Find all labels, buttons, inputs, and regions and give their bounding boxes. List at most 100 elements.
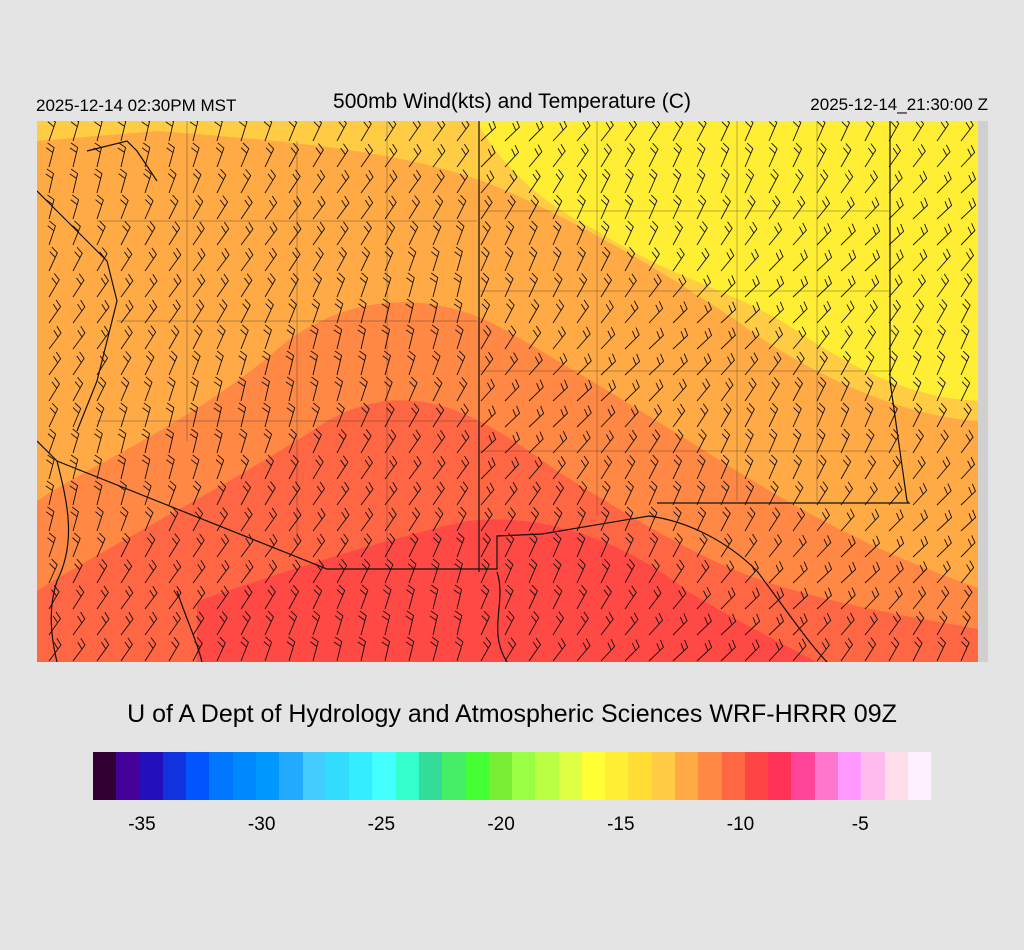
- wind-barb: [504, 325, 517, 350]
- wind-barb: [216, 221, 230, 246]
- wind-barb: [864, 482, 878, 506]
- wind-barb: [216, 533, 230, 558]
- wind-barb: [864, 402, 874, 428]
- wind-barb: [648, 220, 659, 246]
- wind-barb: [792, 301, 808, 324]
- wind-barb: [264, 585, 276, 610]
- wind-barb: [119, 506, 129, 532]
- wind-barb: [405, 324, 415, 350]
- wind-barb: [672, 274, 687, 298]
- wind-barb: [45, 506, 55, 532]
- wind-barb: [600, 430, 614, 454]
- wind-barb: [47, 220, 56, 246]
- wind-barb: [720, 248, 735, 272]
- wind-barb: [381, 610, 391, 636]
- colorbar-swatch: [325, 752, 350, 800]
- wind-barb: [744, 507, 756, 532]
- colorbar-swatch: [651, 752, 676, 800]
- wind-barb: [960, 324, 970, 350]
- wind-barb: [72, 637, 86, 662]
- wind-barb: [141, 121, 151, 142]
- colorbar-swatch: [255, 752, 280, 800]
- wind-barb: [744, 121, 754, 142]
- wind-barb: [96, 559, 108, 584]
- wind-barb: [216, 195, 229, 220]
- wind-barb: [744, 142, 754, 168]
- colorbar-swatch: [581, 752, 606, 800]
- wind-barb: [192, 585, 206, 610]
- wind-barb: [936, 585, 950, 610]
- wind-barb: [357, 324, 367, 350]
- state-borders: [37, 121, 911, 662]
- colorbar-swatch: [162, 752, 187, 800]
- wind-barb: [792, 587, 809, 610]
- wind-barb: [672, 559, 685, 584]
- wind-barb: [648, 121, 661, 142]
- wind-barb: [96, 611, 110, 636]
- wind-barb: [624, 506, 634, 532]
- wind-barb: [864, 612, 878, 636]
- wind-barb: [504, 272, 514, 298]
- wind-barb: [864, 121, 875, 142]
- colorbar-swatch: [535, 752, 559, 800]
- wind-barb: [480, 584, 490, 610]
- temperature-wind-map: [37, 121, 988, 662]
- wind-barb: [312, 247, 324, 272]
- wind-barb: [768, 301, 784, 324]
- wind-barb: [552, 220, 562, 246]
- wind-barb: [167, 376, 176, 402]
- wind-barb: [816, 300, 832, 324]
- wind-barb: [888, 223, 905, 246]
- wind-barb: [480, 298, 491, 324]
- wind-barb: [480, 637, 492, 662]
- wind-barb: [912, 535, 929, 558]
- wind-barb: [144, 325, 157, 350]
- wind-barb: [768, 275, 785, 298]
- wind-barb: [624, 143, 636, 168]
- wind-barb: [408, 376, 418, 402]
- wind-barb: [744, 480, 755, 506]
- local-time: 2025-12-14 02:30PM MST: [36, 96, 237, 115]
- wind-barb: [912, 611, 925, 636]
- wind-barb: [888, 535, 905, 558]
- wind-barb: [286, 402, 296, 428]
- wind-barb: [888, 455, 901, 480]
- wind-barb: [288, 272, 299, 298]
- wind-barb: [768, 587, 785, 610]
- wind-barb: [480, 145, 496, 168]
- wind-barb: [744, 454, 754, 480]
- wind-barb: [168, 559, 182, 584]
- wind-barb: [336, 584, 346, 610]
- wind-barb: [888, 509, 904, 532]
- wind-barb: [864, 197, 880, 220]
- wind-barb: [936, 171, 952, 194]
- wind-barb: [720, 377, 734, 402]
- wind-barb: [359, 376, 368, 402]
- wind-barb: [408, 121, 422, 142]
- wind-barb: [455, 324, 464, 350]
- wind-barb: [624, 194, 634, 220]
- wind-barb: [453, 610, 463, 636]
- wind-barb: [407, 558, 417, 584]
- colorbar-swatch: [838, 752, 862, 800]
- wind-barb: [360, 455, 373, 480]
- wind-barb: [120, 585, 134, 610]
- wind-barb: [792, 402, 802, 428]
- wind-barb: [70, 194, 80, 220]
- wind-barb: [600, 168, 611, 194]
- wind-barb: [912, 561, 928, 584]
- wind-barb: [672, 480, 682, 506]
- wind-barb: [648, 506, 658, 532]
- wind-barb: [48, 325, 62, 350]
- wind-barb: [456, 455, 470, 480]
- wind-barb: [792, 428, 802, 454]
- colorbar-tick-label: -30: [247, 814, 276, 835]
- wind-barb: [528, 325, 542, 350]
- wind-barb: [816, 454, 827, 480]
- wind-barb: [816, 481, 829, 506]
- wind-barb: [768, 326, 784, 350]
- wind-barb: [215, 350, 224, 376]
- wind-barb: [264, 298, 274, 324]
- wind-barb: [888, 170, 903, 194]
- wind-barb: [696, 121, 707, 142]
